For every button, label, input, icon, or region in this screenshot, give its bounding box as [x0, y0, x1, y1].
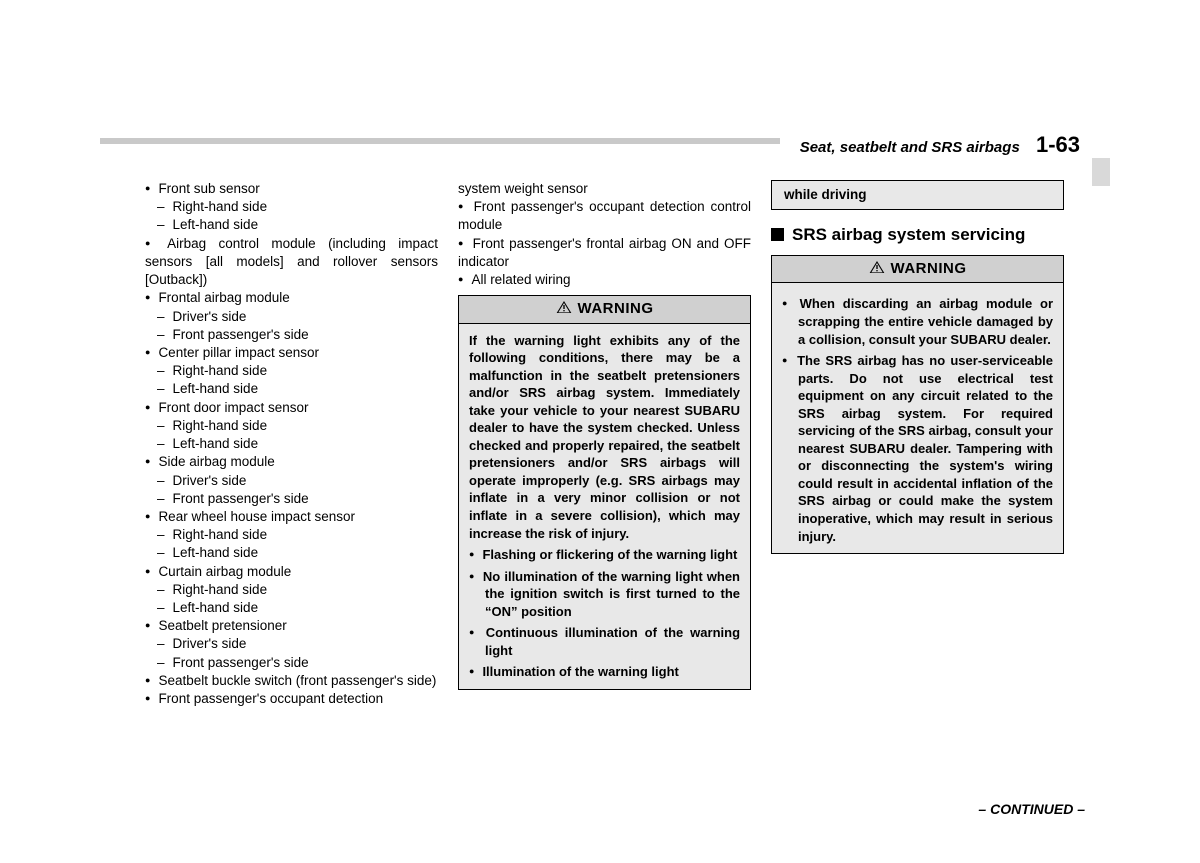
list-item: Front door impact sensor	[145, 399, 438, 417]
warning-continuation-box: while driving	[771, 180, 1064, 210]
list-subitem: Right-hand side	[145, 526, 438, 544]
continued-marker: – CONTINUED –	[978, 801, 1085, 817]
warning-intro: If the warning light exhibits any of the…	[469, 333, 740, 541]
thumb-tab	[1092, 158, 1110, 186]
column-1: Front sub sensorRight-hand sideLeft-hand…	[145, 180, 438, 708]
manual-page: Seat, seatbelt and SRS airbags 1-63 Fron…	[0, 0, 1200, 863]
list-item: Front sub sensor	[145, 180, 438, 198]
warning-bullet: No illumination of the warning light whe…	[469, 568, 740, 621]
list-item: Seatbelt buckle switch (front passenger'…	[145, 672, 438, 690]
list-subitem: Driver's side	[145, 472, 438, 490]
section-heading-text: SRS airbag system servicing	[792, 225, 1025, 244]
list-item: Frontal airbag module	[145, 289, 438, 307]
section-square-icon	[771, 228, 784, 241]
list-subitem: Left-hand side	[145, 216, 438, 234]
warning-bullet: When discarding an airbag module or scra…	[782, 295, 1053, 348]
list-item: Front passenger's occupant detection con…	[458, 198, 751, 234]
list-item: Airbag control module (including impact …	[145, 235, 438, 290]
warning-continuation-text: while driving	[784, 187, 867, 202]
warning-bullet: Continuous illumination of the warning l…	[469, 624, 740, 659]
content-columns: Front sub sensorRight-hand sideLeft-hand…	[145, 180, 1110, 708]
warning-body: When discarding an airbag module or scra…	[772, 283, 1063, 553]
warning-body: If the warning light exhibits any of the…	[459, 324, 750, 689]
list-subitem: Right-hand side	[145, 417, 438, 435]
list-subitem: Right-hand side	[145, 581, 438, 599]
warning-bullet: The SRS airbag has no user-serviceable p…	[782, 352, 1053, 545]
list-subitem: Right-hand side	[145, 362, 438, 380]
warning-triangle-icon	[556, 300, 572, 320]
list-item: Center pillar impact sensor	[145, 344, 438, 362]
continuation-text: system weight sensor	[458, 181, 588, 196]
list-item: Front passenger's occupant detection	[145, 690, 438, 708]
list-item: Side airbag module	[145, 453, 438, 471]
warning-header: WARNING	[772, 256, 1063, 283]
warning-title: WARNING	[578, 300, 654, 317]
list-subitem: Left-hand side	[145, 435, 438, 453]
list-item: All related wiring	[458, 271, 751, 289]
warning-box-2: WARNING When discarding an airbag module…	[771, 255, 1064, 554]
list-item: Seatbelt pretensioner	[145, 617, 438, 635]
list-item: Rear wheel house impact sensor	[145, 508, 438, 526]
header-rule	[100, 138, 780, 144]
list-subitem: Front passenger's side	[145, 326, 438, 344]
warning-bullet: Illumination of the warning light	[469, 663, 740, 681]
warning-header: WARNING	[459, 296, 750, 323]
list-subitem: Left-hand side	[145, 380, 438, 398]
warning-title: WARNING	[891, 260, 967, 277]
section-heading: SRS airbag system servicing	[771, 224, 1064, 247]
list-subitem: Left-hand side	[145, 544, 438, 562]
section-title: Seat, seatbelt and SRS airbags	[800, 139, 1020, 156]
column-2: system weight sensor Front passenger's o…	[458, 180, 751, 708]
warning-bullet: Flashing or flickering of the warning li…	[469, 546, 740, 564]
page-number: 1-63	[1036, 132, 1080, 157]
column-3: while driving SRS airbag system servicin…	[771, 180, 1064, 708]
warning-triangle-icon	[869, 260, 885, 280]
list-subitem: Right-hand side	[145, 198, 438, 216]
list-subitem: Front passenger's side	[145, 654, 438, 672]
list-subitem: Left-hand side	[145, 599, 438, 617]
warning-box-1: WARNING If the warning light exhibits an…	[458, 295, 751, 690]
list-subitem: Driver's side	[145, 308, 438, 326]
list-item: Curtain airbag module	[145, 563, 438, 581]
page-header: Seat, seatbelt and SRS airbags 1-63	[800, 132, 1080, 158]
list-subitem: Front passenger's side	[145, 490, 438, 508]
list-item: Front passenger's frontal airbag ON and …	[458, 235, 751, 271]
list-subitem: Driver's side	[145, 635, 438, 653]
